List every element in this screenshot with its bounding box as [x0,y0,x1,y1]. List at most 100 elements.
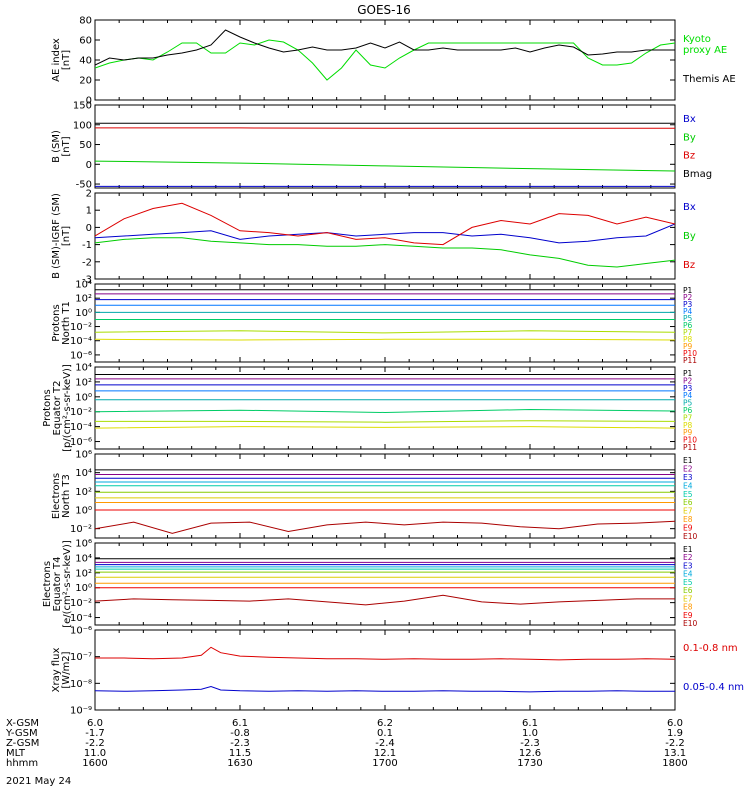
legend-label: E6 [683,586,693,595]
footer-value: 6.0 [667,718,683,729]
series-line-themis-ae [95,29,675,66]
y-axis-label: Xray flux[W/m2] [51,648,72,693]
y-tick-label: 100 [73,120,92,131]
legend-label: E7 [683,594,693,603]
legend-label: P10 [683,349,697,358]
legend-label: E4 [683,481,693,490]
footer-value: -0.8 [230,728,250,739]
y-tick-label: 10⁻⁴ [70,613,92,624]
y-tick-label: 10² [75,487,92,498]
legend-label: Bx [683,202,696,213]
y-tick-label: 10⁴ [75,468,92,479]
legend-label: E4 [683,570,693,579]
series-line-bx [95,223,675,244]
y-tick-label: 10⁴ [75,280,92,291]
y-axis-label: AE index[nT] [51,38,72,82]
legend-label: P2 [683,293,693,302]
footer-value: 11.0 [84,748,106,759]
footer-value: 1.9 [667,728,683,739]
plot-title: GOES-16 [357,3,411,17]
y-tick-label: 10⁶ [75,450,92,461]
y-axis-label: B (SM)[nT] [51,130,72,163]
y-tick-label: 10⁻⁶ [70,437,92,448]
legend-label: P11 [683,443,697,452]
series-group [95,374,675,429]
legend-label: E10 [683,619,698,628]
panel-xray: 10⁻⁹ 10⁻⁸ 10⁻⁷ 10⁻⁶ Xray flux[W/m2] 0.1-0.8 n… [51,626,744,717]
footer-value: 12.6 [519,748,541,759]
legend-label: E1 [683,545,693,554]
panel-ae: 0 20 40 60 80 AE index[nT] Kyoto proxy AE Themis… [51,16,736,107]
y-axis-label: ElectronsNorth T3 [51,473,72,519]
y-tick-label: 10⁻⁴ [70,422,92,433]
series-line-p7 [95,420,675,423]
legend-label: E7 [683,507,693,516]
legend-label: P4 [683,391,693,400]
footer-value: 6.1 [232,718,248,729]
series-group [95,558,675,606]
footer-row-label: MLT [6,748,26,759]
series-line-e10 [95,520,675,534]
y-tick-label: 10⁰ [75,392,92,403]
y-tick-label: 10⁻⁹ [70,706,92,717]
footer-value: -2.3 [520,738,540,749]
panel-b: -50 0 50 100 150 B (SM)[nT] Bx By Bz Bmag [51,101,712,191]
legend-label: E5 [683,490,693,499]
footer-value: 6.2 [377,718,393,729]
series-group [95,122,675,187]
y-tick-label: 10² [75,568,92,579]
legend-label: P5 [683,314,693,323]
series-line-bz [95,202,675,246]
legend-label: E5 [683,578,693,587]
footer-value: 1700 [372,758,397,769]
legend-label: E9 [683,524,693,533]
y-tick-label: 20 [79,76,92,87]
series-line-e10 [95,594,675,606]
y-tick-label: 60 [79,36,92,47]
footer-value: 1600 [82,758,107,769]
legend-label: P2 [683,376,693,385]
footer-value: 6.1 [522,718,538,729]
y-tick-label: 10⁻⁶ [70,626,92,637]
legend-label: Kyoto proxy AE [683,34,727,56]
y-tick-label: 150 [73,101,92,112]
y-axis-label: ElectronsEquator T4[e/(cm²-s-sr-keV)] [42,540,73,628]
date-label: 2021 May 24 [6,776,71,787]
panel-frame [94,629,676,711]
legend-label: P7 [683,328,693,337]
legend-label: P7 [683,413,693,422]
y-tick-label: 10⁰ [75,583,92,594]
y-tick-label: -50 [76,180,92,191]
series-group [95,289,675,341]
y-axis-label: ProtonsEquator T2[p/(cm²-s-sr-keV)] [42,364,73,452]
y-tick-label: 10⁴ [75,553,92,564]
legend-label: 0.05-0.4 nm [683,682,744,693]
legend-label: E9 [683,611,693,620]
legend-label: E1 [683,456,693,465]
panel-frame [94,19,676,101]
y-tick-label: 10⁶ [75,539,92,550]
y-axis-label: ProtonsNorth T1 [51,301,72,345]
legend-label: P1 [683,286,693,295]
y-tick-label: 10⁻⁶ [70,350,92,361]
footer-row-label: X-GSM [6,718,39,729]
y-tick-label: 10⁻⁴ [70,336,92,347]
footer-value: -2.2 [665,738,685,749]
legend-label: P6 [683,321,693,330]
y-tick-label: 10⁰ [75,308,92,319]
panel-frame [94,104,676,189]
legend-label: P4 [683,307,693,316]
y-tick-label: 10⁴ [75,363,92,374]
y-tick-label: -1 [82,240,92,251]
y-tick-label: 1 [86,206,92,217]
footer-value: -2.2 [85,738,105,749]
y-tick-label: -2 [82,257,92,268]
series-line-p8 [95,338,675,341]
legend-label: Bx [683,114,696,125]
panel-frame [94,542,676,626]
legend-label: P9 [683,342,693,351]
series-line-kyoto-proxy-ae [95,39,675,81]
